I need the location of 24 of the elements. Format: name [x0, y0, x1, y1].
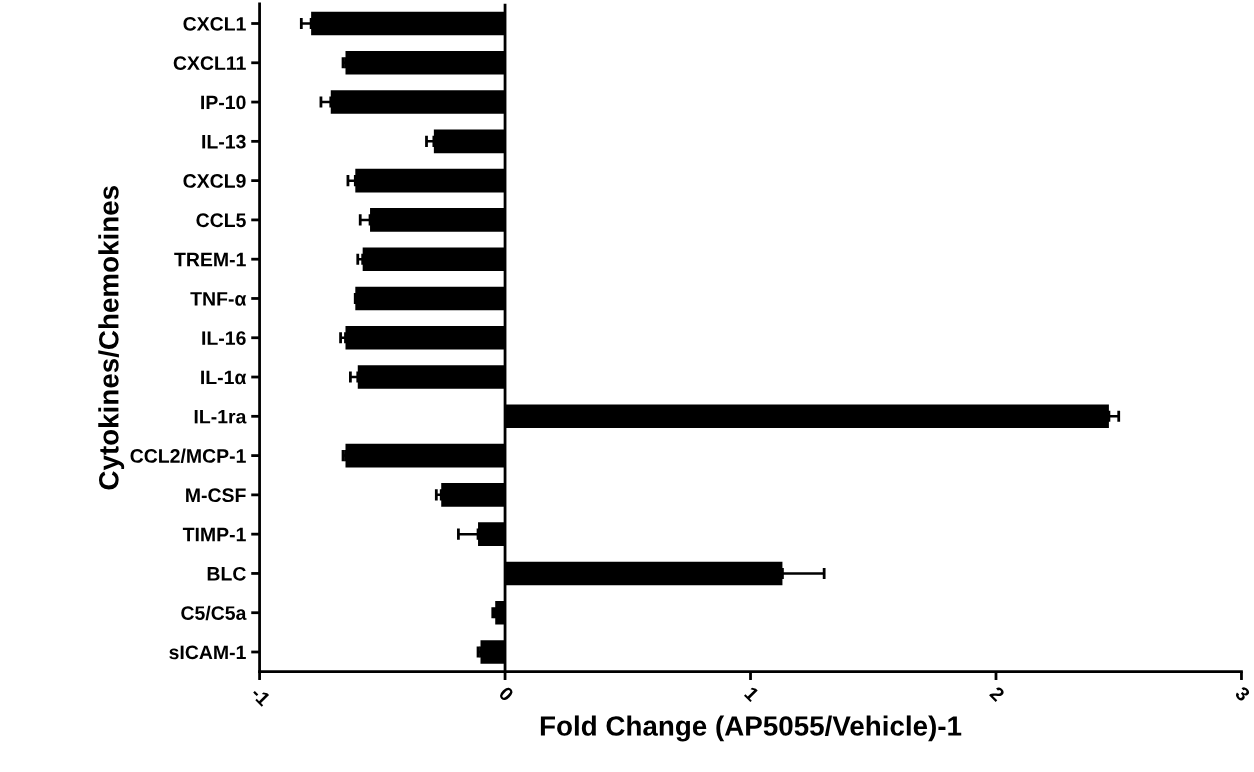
y-tick-label: CXCL1	[183, 16, 246, 31]
y-tick-label: TIMP-1	[182, 527, 246, 542]
x-axis-title: Fold Change (AP5055/Vehicle)-1	[540, 715, 962, 742]
x-tick-label: 2	[989, 685, 1006, 702]
x-tick-label: 0	[498, 685, 515, 703]
x-tick-label: 3	[1234, 685, 1251, 703]
y-tick-label: CXCL9	[183, 174, 246, 188]
y-tick-label: TNF-α	[190, 292, 247, 306]
y-tick-label: M-CSF	[186, 488, 246, 503]
y-tick-label: CCL5	[196, 213, 246, 228]
x-tick-label: 1	[744, 686, 760, 703]
y-tick-label: CXCL11	[173, 56, 246, 71]
y-tick-label: C5/C5a	[181, 605, 247, 621]
y-tick-label: BLC	[207, 566, 246, 581]
y-tick-label: CCL2/MCP-1	[130, 448, 246, 464]
y-tick-label: IL-1α	[201, 370, 247, 385]
y-tick-label: sICAM-1	[169, 645, 246, 660]
y-tick-label: IL-13	[202, 134, 246, 149]
y-tick-label: IP-10	[201, 95, 246, 110]
x-tick-label: -1	[250, 685, 272, 707]
y-tick-label: IL-16	[202, 331, 246, 345]
y-tick-label: TREM-1	[174, 252, 246, 267]
y-axis-title: Cytokines/Chemokines	[98, 186, 125, 490]
y-tick-label: IL-1ra	[194, 409, 247, 424]
